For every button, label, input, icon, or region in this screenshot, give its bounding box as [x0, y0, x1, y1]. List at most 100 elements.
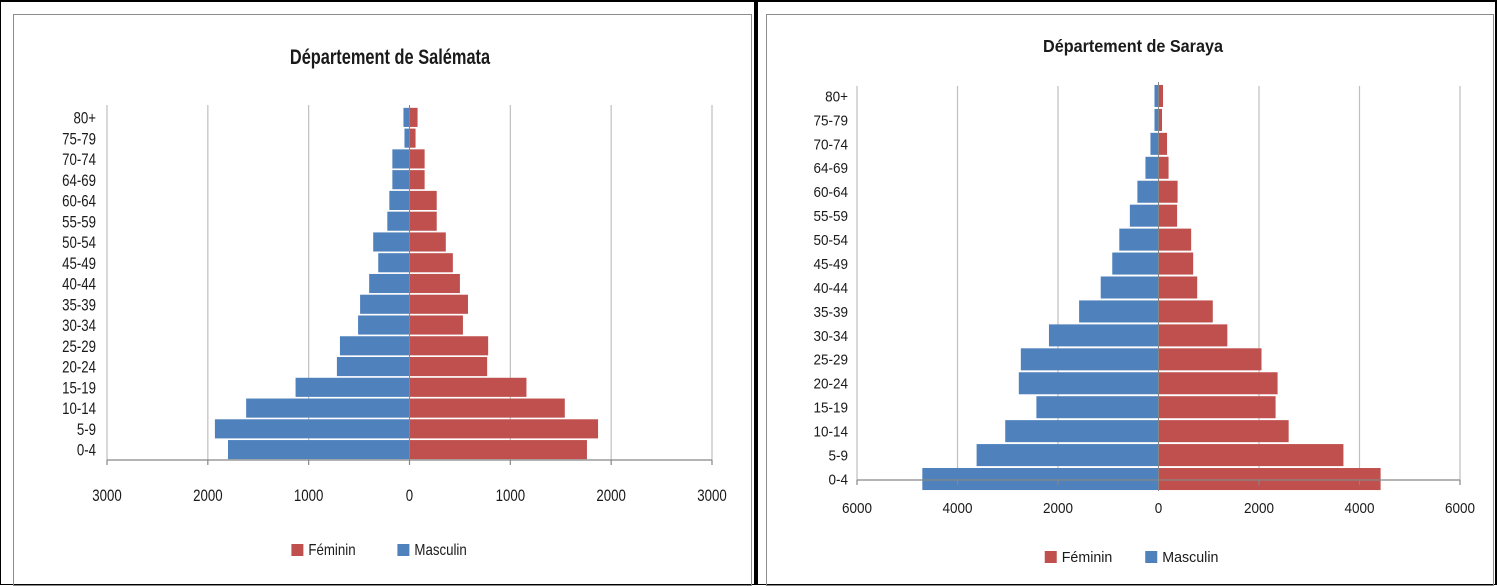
category-label: 75-79	[814, 113, 849, 130]
bar-masculin	[1018, 372, 1159, 395]
bar-masculin	[1020, 348, 1159, 371]
category-label: 5-9	[829, 448, 849, 465]
bar-feminin	[1158, 180, 1178, 203]
category-label: 20-24	[814, 376, 849, 393]
category-label: 55-59	[814, 208, 849, 225]
bar-feminin	[409, 128, 416, 148]
bar-feminin	[1158, 420, 1289, 443]
bar-feminin	[409, 294, 468, 314]
category-label: 60-64	[814, 185, 849, 202]
bar-feminin	[409, 149, 425, 169]
category-label: 0-4	[829, 472, 849, 489]
bar-masculin	[1145, 156, 1159, 179]
bar-feminin	[409, 419, 599, 439]
category-label: 15-19	[62, 379, 96, 398]
bar-masculin	[1154, 108, 1159, 131]
x-tick-label: 6000	[842, 500, 872, 517]
category-label: 50-54	[62, 234, 96, 253]
bar-masculin	[1005, 420, 1159, 443]
bar-feminin	[409, 190, 437, 210]
bar-masculin	[1150, 132, 1159, 155]
x-tick-label: 2000	[1244, 500, 1274, 517]
bar-feminin	[1158, 156, 1169, 179]
bar-feminin	[1158, 204, 1178, 227]
category-label: 25-29	[62, 337, 96, 356]
category-label: 55-59	[62, 213, 96, 232]
chart-title: Département de Salémata	[290, 45, 491, 68]
x-tick-label: 3000	[92, 487, 121, 506]
legend-label: Féminin	[1062, 550, 1113, 566]
bar-masculin	[228, 440, 410, 460]
bar-feminin	[1158, 396, 1276, 419]
bar-masculin	[1119, 228, 1159, 251]
chart-title: Département de Saraya	[1043, 36, 1223, 56]
legend-swatch-masculin	[1145, 551, 1158, 563]
x-tick-label: 1000	[294, 487, 323, 506]
chart-saraya: 6000 4000 2000 0 2000 4000 6000 0-4 5-9 10-14 15-1…	[814, 36, 1476, 566]
category-label: 15-19	[814, 400, 849, 417]
bar-feminin	[409, 107, 418, 127]
bar-feminin	[1158, 372, 1278, 395]
category-label: 0-4	[77, 441, 97, 460]
bar-feminin	[409, 273, 460, 294]
bar-masculin	[387, 211, 410, 231]
x-tick-label: 6000	[1445, 500, 1475, 517]
bar-masculin	[392, 149, 410, 169]
category-label: 60-64	[62, 192, 96, 211]
category-label: 40-44	[814, 280, 849, 297]
legend-swatch-masculin	[397, 544, 410, 556]
bar-feminin	[1158, 252, 1194, 275]
bar-feminin	[1158, 444, 1344, 467]
bar-feminin	[409, 357, 488, 377]
legend: Féminin Masculin	[1044, 550, 1218, 566]
bar-masculin	[1100, 276, 1159, 299]
x-tick-label: 4000	[943, 500, 973, 517]
bar-feminin	[409, 377, 527, 397]
bar-masculin	[1036, 396, 1159, 419]
bar-feminin	[409, 253, 453, 273]
bar-masculin	[358, 315, 410, 335]
x-tick-label: 2000	[193, 487, 222, 506]
bar-masculin	[339, 336, 410, 356]
chart-salemata: 3000 2000 1000 0 1000 2000 3000 0-4 5-910-14 15-1…	[62, 45, 727, 559]
category-label: 80+	[74, 109, 97, 128]
bar-feminin	[409, 315, 463, 335]
category-label: 70-74	[62, 151, 96, 170]
category-label: 10-14	[62, 400, 96, 419]
category-label: 40-44	[62, 275, 96, 294]
legend-label: Féminin	[308, 542, 355, 559]
x-tick-label: 4000	[1345, 500, 1375, 517]
bar-feminin	[409, 336, 489, 356]
x-tick-label: 3000	[697, 487, 726, 506]
x-tick-label: 0	[1155, 500, 1163, 517]
bar-feminin	[409, 211, 437, 231]
bar-masculin	[392, 170, 410, 190]
bar-masculin	[404, 128, 410, 148]
bar-masculin	[1112, 252, 1159, 275]
category-label: 70-74	[814, 137, 849, 154]
category-label: 80+	[825, 89, 848, 106]
legend-swatch-feminin	[1044, 551, 1057, 563]
x-tick-label: 0	[406, 487, 413, 506]
bar-masculin	[1079, 300, 1159, 323]
category-label: 5-9	[77, 420, 96, 439]
x-tick-label: 2000	[1043, 500, 1073, 517]
bar-feminin	[1158, 348, 1262, 371]
legend-label: Masculin	[1162, 550, 1218, 566]
bar-masculin	[378, 253, 410, 273]
x-tick-label: 1000	[496, 487, 525, 506]
bar-feminin	[1158, 84, 1164, 107]
bar-masculin	[1154, 84, 1159, 107]
bar-masculin	[246, 398, 410, 418]
bar-feminin	[409, 232, 446, 252]
bar-masculin	[1048, 324, 1159, 347]
category-label: 10-14	[814, 424, 849, 441]
legend-swatch-feminin	[291, 544, 304, 556]
category-label: 64-69	[62, 171, 96, 190]
category-label: 50-54	[814, 232, 849, 249]
bar-feminin	[1158, 132, 1168, 155]
bar-feminin	[1158, 228, 1192, 251]
category-label: 64-69	[814, 161, 849, 178]
category-label: 30-34	[62, 317, 96, 336]
bar-masculin	[336, 357, 410, 377]
